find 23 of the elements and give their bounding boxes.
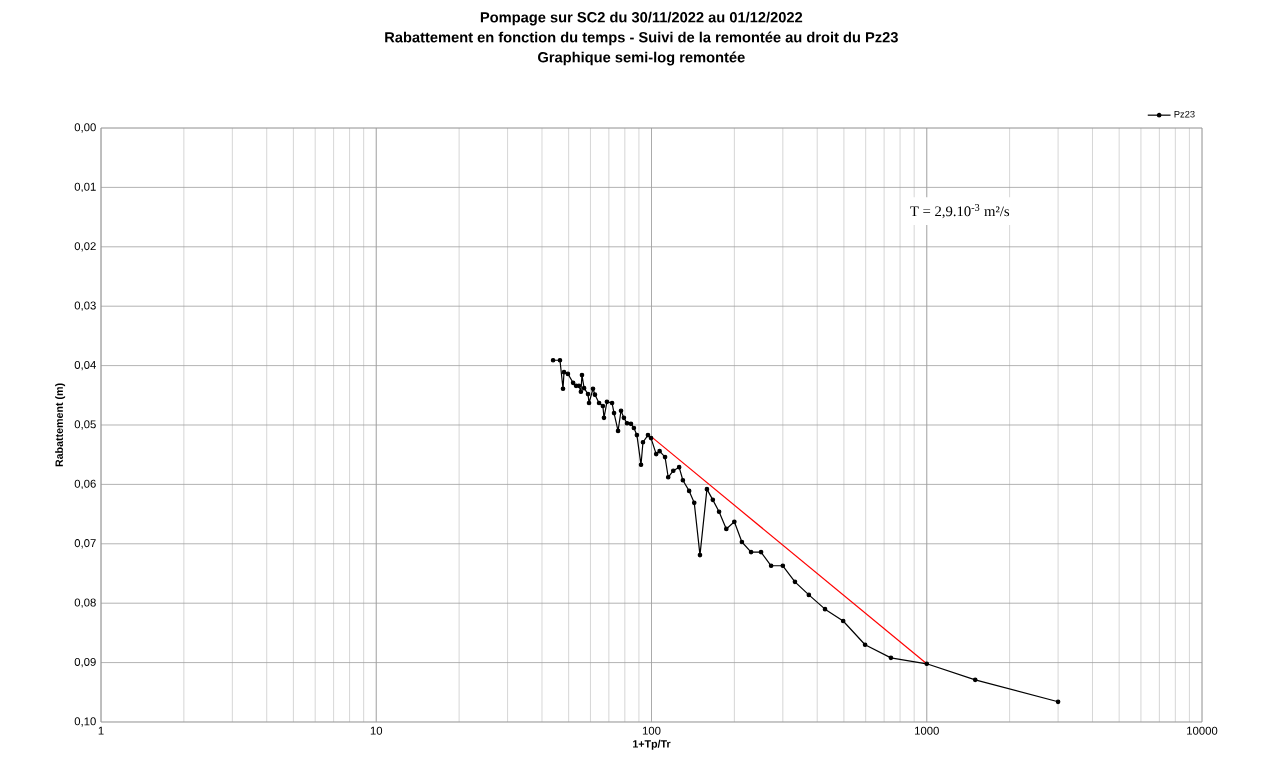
y-tick-label: 0,01 [74,182,96,193]
x-axis-title: 1+Tp/Tr [633,739,671,750]
x-tick-label: 10000 [1187,726,1218,735]
y-tick-label: 0,09 [74,657,96,668]
legend-label: Pz23 [1174,110,1195,118]
y-tick-label: 0,00 [74,123,96,133]
chart-title: Pompage sur SC2 du 30/11/2022 au 01/12/2022 [480,11,803,26]
y-tick-label: 0,06 [74,479,96,490]
x-tick-label: 1 [98,726,104,735]
annotation: T = 2,9.10$^{-3}$ m²/s [910,203,1010,219]
y-tick-label: 0,03 [74,301,96,311]
chart-subtitle: Rabattement en fonction du temps - Suivi de la remontée au droit du Pz23 [385,31,898,46]
x-tick-label: 100 [642,726,661,735]
y-tick-label: 0,02 [74,242,96,252]
y-axis-title: Rabattement (m) [55,383,66,467]
y-tick-label: 0,10 [74,717,96,727]
x-tick-label: 1000 [915,726,939,735]
text: Graphique semi-log remontée [538,51,745,66]
x-tick-label: 10 [370,726,383,735]
y-tick-label: 0,08 [74,598,96,608]
y-tick-label: 0,05 [74,420,96,430]
y-tick-label: 0,04 [74,360,96,371]
y-tick-label: 0,07 [74,539,96,549]
